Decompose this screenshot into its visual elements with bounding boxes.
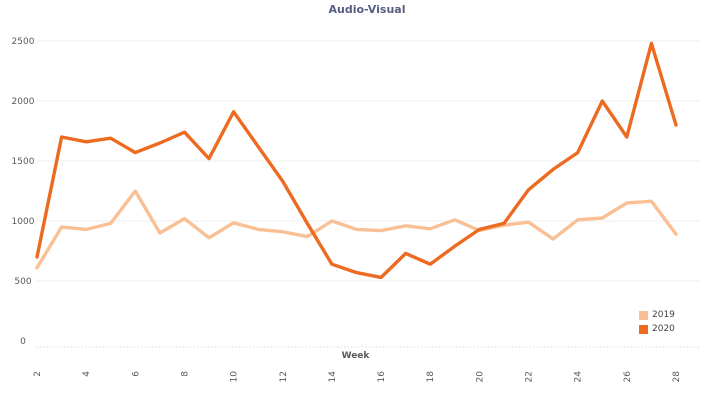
y-tick-label-500: 500 [14, 277, 31, 287]
x-tick-label-20: 20 [475, 371, 485, 383]
x-tick-label-16: 16 [377, 371, 387, 383]
y-tick-label-1500: 1500 [12, 157, 35, 167]
legend: 2019 2020 [639, 308, 675, 336]
legend-label-2019: 2019 [652, 310, 675, 320]
x-tick-label-4: 4 [82, 371, 92, 377]
x-tick-label-24: 24 [574, 371, 584, 383]
x-tick-label-22: 22 [525, 371, 535, 382]
y-tick-label-0: 0 [20, 337, 26, 347]
y-tick-label-1000: 1000 [12, 217, 35, 227]
x-tick-label-8: 8 [180, 371, 190, 377]
chart-title: Audio-Visual [328, 3, 406, 16]
legend-swatch-2020 [639, 324, 648, 334]
x-tick-label-28: 28 [672, 371, 682, 383]
legend-swatch-2019 [639, 310, 648, 320]
x-tick-label-6: 6 [131, 371, 141, 377]
y-tick-label-2500: 2500 [12, 37, 35, 47]
x-tick-label-2: 2 [33, 371, 43, 377]
legend-item-2020: 2020 [639, 322, 675, 336]
legend-item-2019: 2019 [639, 308, 675, 322]
y-tick-label-2000: 2000 [12, 97, 35, 107]
legend-label-2020: 2020 [652, 324, 675, 334]
x-tick-label-26: 26 [623, 371, 633, 383]
x-tick-label-12: 12 [279, 371, 289, 382]
x-axis-title: Week [341, 351, 370, 361]
series-line-2019 [35, 189, 678, 270]
x-tick-label-14: 14 [328, 371, 338, 383]
x-tick-label-18: 18 [426, 371, 436, 383]
x-tick-label-10: 10 [230, 371, 240, 383]
series-line-2020 [35, 41, 678, 280]
